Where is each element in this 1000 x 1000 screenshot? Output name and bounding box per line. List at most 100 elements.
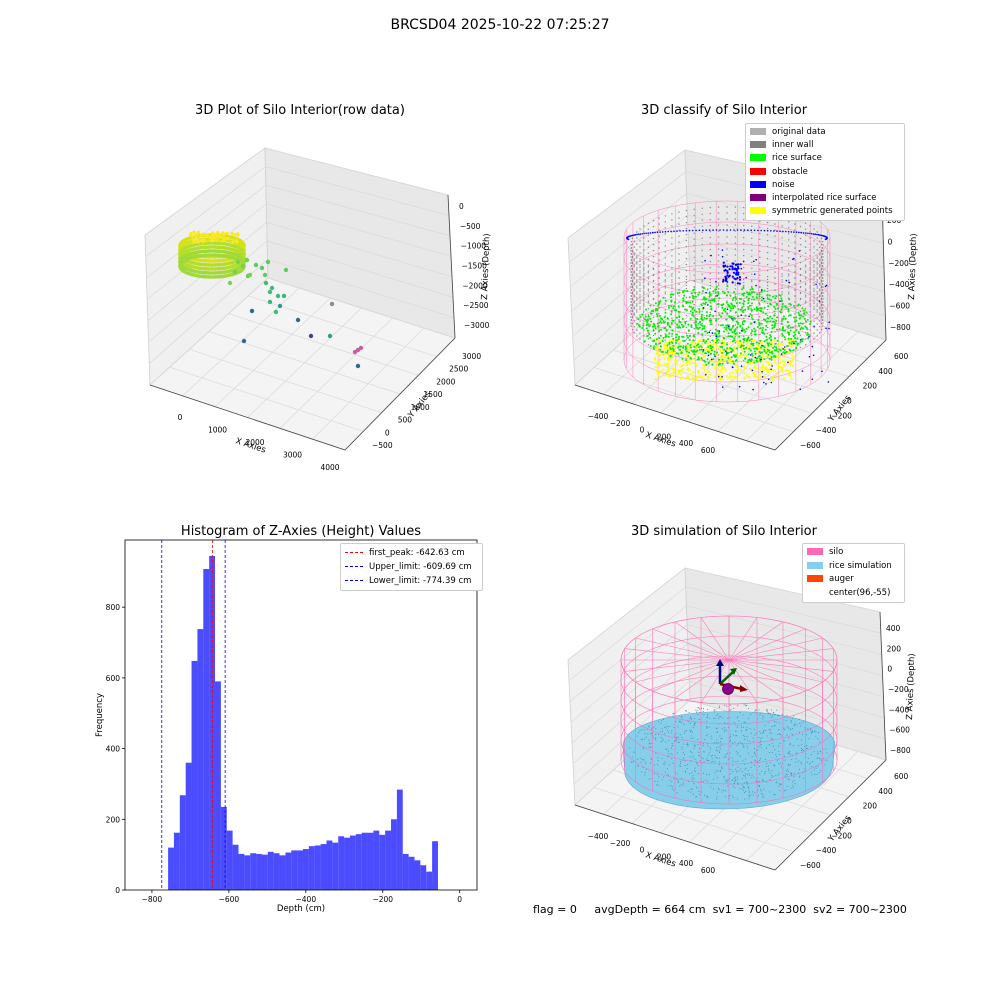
plot4-x-tick-label: 0 [640, 846, 645, 855]
rice-point [653, 325, 656, 328]
wall-point [743, 218, 745, 221]
rice-point [766, 294, 769, 297]
rice-point [770, 355, 773, 358]
symmetric-point [686, 364, 689, 367]
symmetric-point [682, 376, 685, 379]
wall-point [630, 256, 632, 258]
rice-mesh-point [690, 717, 692, 720]
rice-point [668, 325, 671, 328]
rice-mesh-point [718, 716, 720, 718]
raw-point [327, 333, 333, 339]
raw-point [196, 230, 200, 234]
wall-point [630, 259, 633, 261]
rice-mesh-point [800, 761, 802, 763]
noise-point [707, 354, 710, 357]
wall-point [630, 250, 632, 252]
symmetric-point [782, 377, 785, 380]
wall-point [639, 252, 641, 254]
rice-point [776, 316, 779, 319]
histogram-bar [332, 842, 339, 890]
symmetric-point [765, 355, 768, 358]
wall-point [630, 313, 633, 315]
rice-point [707, 346, 710, 348]
wall-point [743, 248, 745, 251]
rice-mesh-point [637, 758, 639, 760]
noise-point [767, 378, 770, 381]
wall-point [633, 260, 635, 262]
rice-mesh-point [772, 715, 774, 717]
wall-point [743, 266, 745, 269]
rice-mesh-point [787, 770, 790, 772]
legend-item: obstacle [750, 166, 900, 179]
wall-point [734, 260, 737, 262]
rice-mesh-point [637, 765, 640, 767]
wall-point [639, 306, 641, 308]
rice-mesh-point [643, 759, 645, 761]
rice-point [747, 302, 750, 305]
wall-point [788, 293, 790, 295]
symmetric-point [789, 374, 792, 377]
wall-point [717, 212, 720, 214]
wall-point [647, 276, 650, 278]
noise-point [747, 229, 749, 231]
silo-roof-spoke [728, 628, 806, 661]
rice-point [741, 323, 744, 326]
noise-point [731, 275, 734, 278]
rice-point [809, 323, 811, 325]
wall-point [630, 247, 633, 249]
rice-point [708, 299, 710, 302]
wall-point [709, 281, 711, 284]
rice-mesh-point [742, 734, 744, 737]
rice-mesh-point [792, 745, 794, 747]
wall-point [671, 285, 673, 287]
legend-label: inner wall [772, 140, 814, 151]
wall-point [751, 273, 753, 275]
histogram-bar [179, 795, 186, 890]
rice-mesh-point [792, 781, 794, 783]
y-tick-label: 0 [115, 886, 120, 895]
wall-point [819, 282, 821, 284]
wall-point [671, 255, 673, 257]
wall-point [671, 267, 673, 269]
wall-point [799, 346, 802, 349]
rice-mesh-point [731, 795, 734, 797]
wall-point [631, 322, 634, 325]
wall-point [794, 325, 796, 327]
symmetric-point [761, 365, 764, 368]
rice-point [731, 326, 734, 329]
rice-point [789, 326, 792, 329]
wall-point [671, 219, 673, 221]
rice-mesh-point [748, 707, 750, 710]
raw-point [215, 238, 219, 242]
noise-point [715, 280, 717, 283]
wall-point [809, 335, 811, 337]
symmetric-point [786, 369, 790, 372]
wall-point [636, 317, 638, 319]
rice-point [784, 351, 787, 354]
wall-point [799, 273, 802, 276]
rice-mesh-point [708, 774, 710, 776]
wall-point [751, 243, 753, 245]
gridline [144, 147, 266, 236]
rice-mesh-point [726, 779, 728, 781]
rice-point [639, 316, 642, 319]
wall-point [809, 237, 811, 239]
wall-point [671, 237, 673, 239]
gridline [687, 214, 885, 268]
symmetric-point [762, 368, 765, 371]
rice-mesh-point [754, 754, 757, 756]
wall-point [639, 332, 641, 334]
rice-point [787, 310, 790, 313]
symmetric-point [680, 364, 683, 368]
wall-point [816, 317, 818, 319]
rice-point [690, 306, 692, 309]
rice-point [700, 315, 703, 318]
rice-mesh-point [677, 736, 679, 738]
rice-mesh-point [662, 739, 664, 741]
rice-mesh-point [799, 722, 801, 725]
rice-mesh-point [692, 757, 694, 759]
rice-point [711, 339, 714, 342]
rice-point [665, 335, 668, 338]
rice-mesh-point [770, 716, 772, 718]
